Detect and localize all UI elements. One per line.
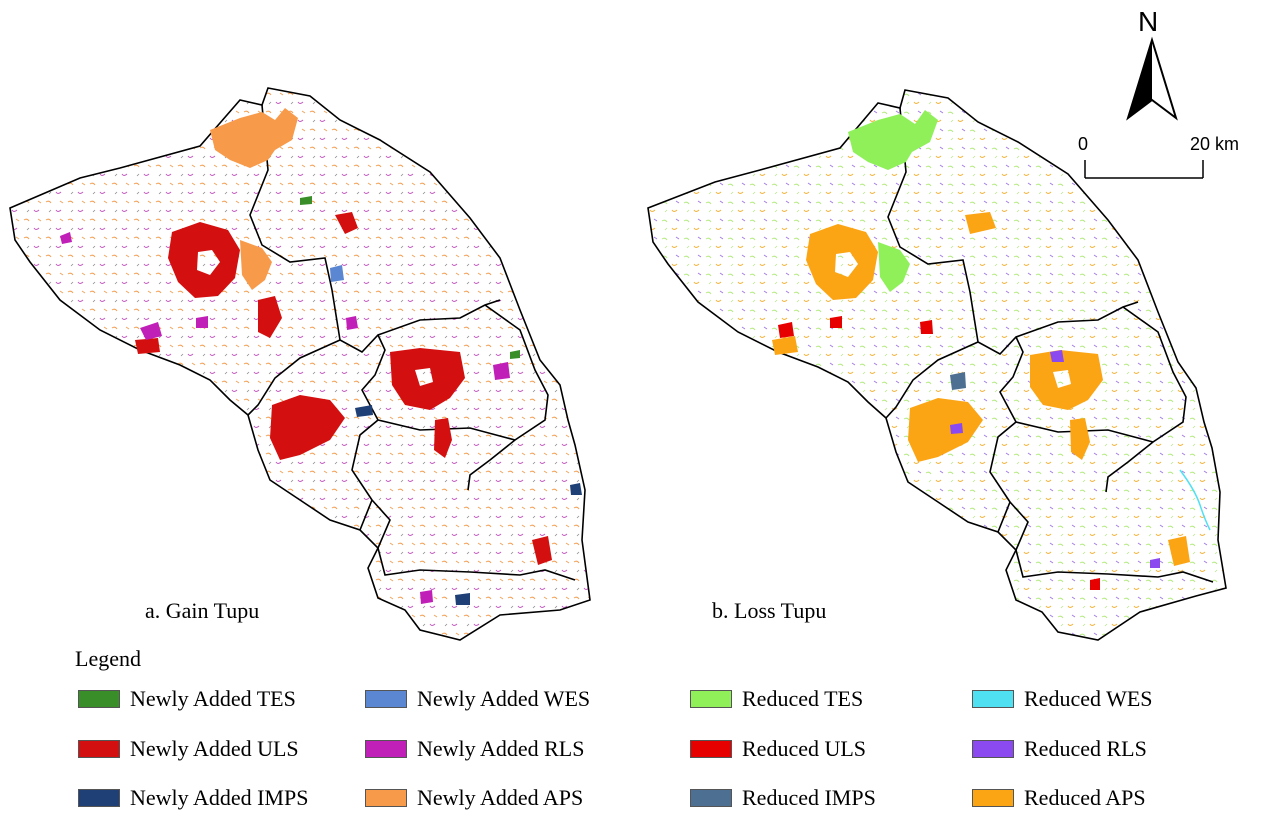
legend-item: Newly Added TES: [78, 685, 296, 713]
loss-aps-7: [772, 336, 798, 355]
legend-item: Newly Added IMPS: [78, 784, 308, 812]
legend-label: Reduced IMPS: [742, 785, 876, 810]
loss-aps-2: [965, 212, 996, 234]
gain-uls-1: [168, 222, 240, 298]
north-arrow-icon: [1126, 36, 1178, 121]
legend-swatch: [690, 690, 732, 708]
gain-rls-6: [420, 590, 433, 604]
loss-uls-1: [778, 322, 794, 338]
gain-tes-1: [300, 196, 312, 205]
gain-uls-6: [434, 418, 452, 458]
legend-item: Reduced IMPS: [690, 784, 876, 812]
loss-region-outline: [647, 89, 1227, 641]
loss-uls-2: [830, 316, 842, 328]
panel-b-label: b. Loss Tupu: [712, 598, 827, 623]
legend-item: Newly Added WES: [365, 685, 590, 713]
gain-aps-north: [210, 108, 298, 168]
gain-wes-1: [330, 265, 344, 282]
loss-aps-3: [1030, 350, 1103, 410]
legend-swatch: [78, 740, 120, 758]
legend-label: Reduced WES: [1024, 686, 1153, 711]
gain-rls-4: [346, 316, 358, 330]
legend-swatch: [365, 690, 407, 708]
legend-swatch: [78, 789, 120, 807]
legend-label: Newly Added ULS: [130, 736, 299, 761]
panel-a-label: a. Gain Tupu: [145, 598, 260, 623]
legend-item: Reduced ULS: [690, 735, 866, 763]
loss-tes-north: [848, 110, 938, 170]
legend-item: Newly Added APS: [365, 784, 583, 812]
gain-region-outline: [9, 87, 591, 641]
gain-map: [9, 87, 591, 641]
legend-item: Reduced TES: [690, 685, 863, 713]
gain-uls-5: [270, 395, 345, 460]
loss-imps-1: [950, 372, 966, 390]
gain-uls-8: [135, 338, 160, 354]
loss-aps-1: [806, 224, 878, 300]
loss-aps-6: [1168, 536, 1190, 566]
loss-rls-3: [1150, 558, 1160, 568]
legend-label: Reduced ULS: [742, 736, 867, 761]
gain-imps-3: [570, 483, 582, 495]
loss-aps-5: [1070, 418, 1090, 460]
gain-imps-1: [355, 405, 373, 417]
gain-imps-2: [455, 593, 470, 605]
gain-rls-1: [140, 322, 162, 340]
loss-uls-4: [1090, 578, 1100, 590]
legend-label: Newly Added IMPS: [130, 785, 309, 810]
legend-label: Reduced RLS: [1024, 736, 1147, 761]
legend-title: Legend: [75, 646, 141, 671]
loss-aps-4: [908, 398, 983, 462]
gain-uls-2: [258, 296, 282, 338]
loss-rls-1: [1050, 350, 1064, 362]
gain-uls-4: [390, 348, 465, 410]
scale-end-label: 20 km: [1190, 134, 1240, 154]
legend-label: Newly Added RLS: [417, 736, 585, 761]
legend-label: Newly Added WES: [417, 686, 591, 711]
gain-uls-7: [532, 536, 552, 565]
legend-swatch: [972, 690, 1014, 708]
scale-bar: [1084, 160, 1204, 179]
loss-uls-3: [920, 320, 933, 334]
legend-swatch: [365, 789, 407, 807]
scale-zero-label: 0: [1078, 134, 1089, 154]
legend-swatch: [972, 789, 1014, 807]
legend-label: Newly Added APS: [417, 785, 584, 810]
gain-rls-2: [196, 316, 208, 328]
north-label: N: [1138, 6, 1159, 37]
legend-item: Reduced WES: [972, 685, 1153, 713]
gain-rls-3: [60, 232, 72, 244]
loss-map: [647, 89, 1227, 641]
loss-wes-river: [1179, 469, 1211, 531]
gain-uls-3: [335, 212, 358, 234]
legend-item: Newly Added RLS: [365, 735, 584, 763]
gain-rls-5: [493, 362, 510, 380]
legend-swatch: [690, 740, 732, 758]
legend-label: Newly Added TES: [130, 686, 296, 711]
legend-item: Reduced RLS: [972, 735, 1147, 763]
gain-tes-2: [510, 350, 520, 359]
legend-item: Newly Added ULS: [78, 735, 299, 763]
legend-swatch: [972, 740, 1014, 758]
loss-tes-mid: [878, 242, 910, 292]
legend-label: Reduced APS: [1024, 785, 1146, 810]
legend-item: Reduced APS: [972, 784, 1146, 812]
legend-swatch: [690, 789, 732, 807]
legend-label: Reduced TES: [742, 686, 864, 711]
legend-swatch: [365, 740, 407, 758]
gain-aps-mid: [240, 240, 272, 290]
legend-swatch: [78, 690, 120, 708]
loss-rls-2: [950, 423, 963, 434]
